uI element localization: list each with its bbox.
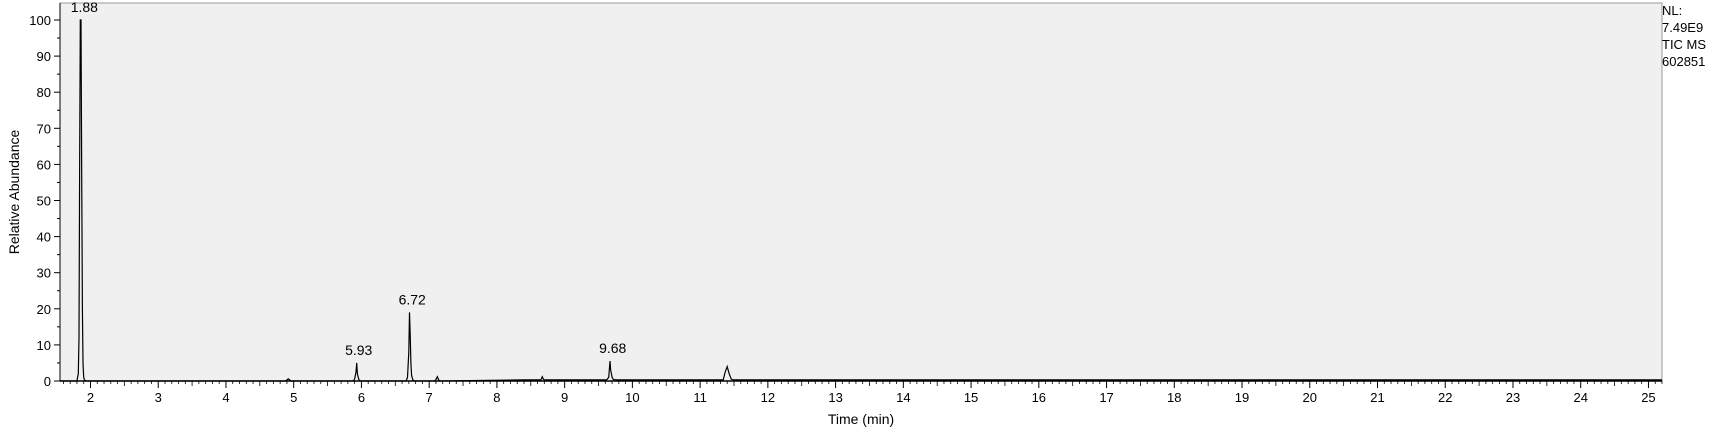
- y-tick-label: 90: [37, 49, 51, 64]
- x-tick-label: 8: [493, 390, 500, 405]
- y-tick-label: 80: [37, 85, 51, 100]
- peak-label: 9.68: [599, 340, 626, 356]
- peak-label: 5.93: [345, 342, 372, 358]
- y-tick-label: 30: [37, 266, 51, 281]
- x-tick-label: 18: [1167, 390, 1181, 405]
- x-tick-label: 14: [896, 390, 910, 405]
- x-tick-label: 6: [358, 390, 365, 405]
- x-tick-label: 22: [1438, 390, 1452, 405]
- nl-value: 7.49E9: [1662, 20, 1704, 35]
- y-tick-label: 60: [37, 157, 51, 172]
- y-tick-label: 40: [37, 230, 51, 245]
- y-tick-label: 0: [44, 374, 51, 389]
- sample-id: 602851: [1662, 54, 1706, 69]
- peak-labels: 1.88 5.93 6.72 9.68: [71, 0, 627, 358]
- scan-info: NL: 7.49E9 TIC MS 602851: [1662, 2, 1706, 70]
- y-tick-label: 10: [37, 338, 51, 353]
- y-axis-title: Relative Abundance: [6, 130, 22, 255]
- x-tick-label: 25: [1641, 390, 1655, 405]
- x-tick-label: 7: [426, 390, 433, 405]
- x-tick-label: 21: [1370, 390, 1384, 405]
- x-tick-label: 11: [693, 390, 707, 405]
- x-tick-label: 23: [1506, 390, 1520, 405]
- x-tick-label: 20: [1303, 390, 1317, 405]
- x-tick-label: 24: [1573, 390, 1587, 405]
- x-tick-label: 19: [1235, 390, 1249, 405]
- plot-area: [59, 2, 1663, 382]
- peak-label: 1.88: [71, 0, 98, 15]
- tic-trace-line: [60, 19, 1662, 382]
- x-axis-title: Time (min): [828, 411, 894, 427]
- y-tick-label: 20: [37, 302, 51, 317]
- scan-filter: TIC MS: [1662, 37, 1707, 52]
- x-tick-label: 17: [1099, 390, 1113, 405]
- y-tick-label: 50: [37, 194, 51, 209]
- y-tick-label: 100: [29, 13, 51, 28]
- peak-label: 6.72: [399, 291, 426, 307]
- x-tick-label: 10: [625, 390, 639, 405]
- x-tick-label: 9: [561, 390, 568, 405]
- x-tick-label: 12: [761, 390, 775, 405]
- x-axis-ticks: 2 3 4 5 6 7 8 9 10 11 12 13 14 15 16 17 18 19 20 21 22 23 24 25: [62, 381, 1663, 405]
- x-tick-label: 3: [155, 390, 162, 405]
- y-tick-label: 70: [37, 121, 51, 136]
- x-tick-label: 15: [964, 390, 978, 405]
- x-tick-label: 13: [828, 390, 842, 405]
- x-tick-label: 4: [222, 390, 229, 405]
- x-tick-label: 16: [1032, 390, 1046, 405]
- x-tick-label: 2: [87, 390, 94, 405]
- y-axis-ticks: 0 10 20 30 40 50 60 70 80 90 100: [29, 13, 60, 389]
- nl-label: NL:: [1662, 3, 1683, 18]
- x-tick-label: 5: [290, 390, 297, 405]
